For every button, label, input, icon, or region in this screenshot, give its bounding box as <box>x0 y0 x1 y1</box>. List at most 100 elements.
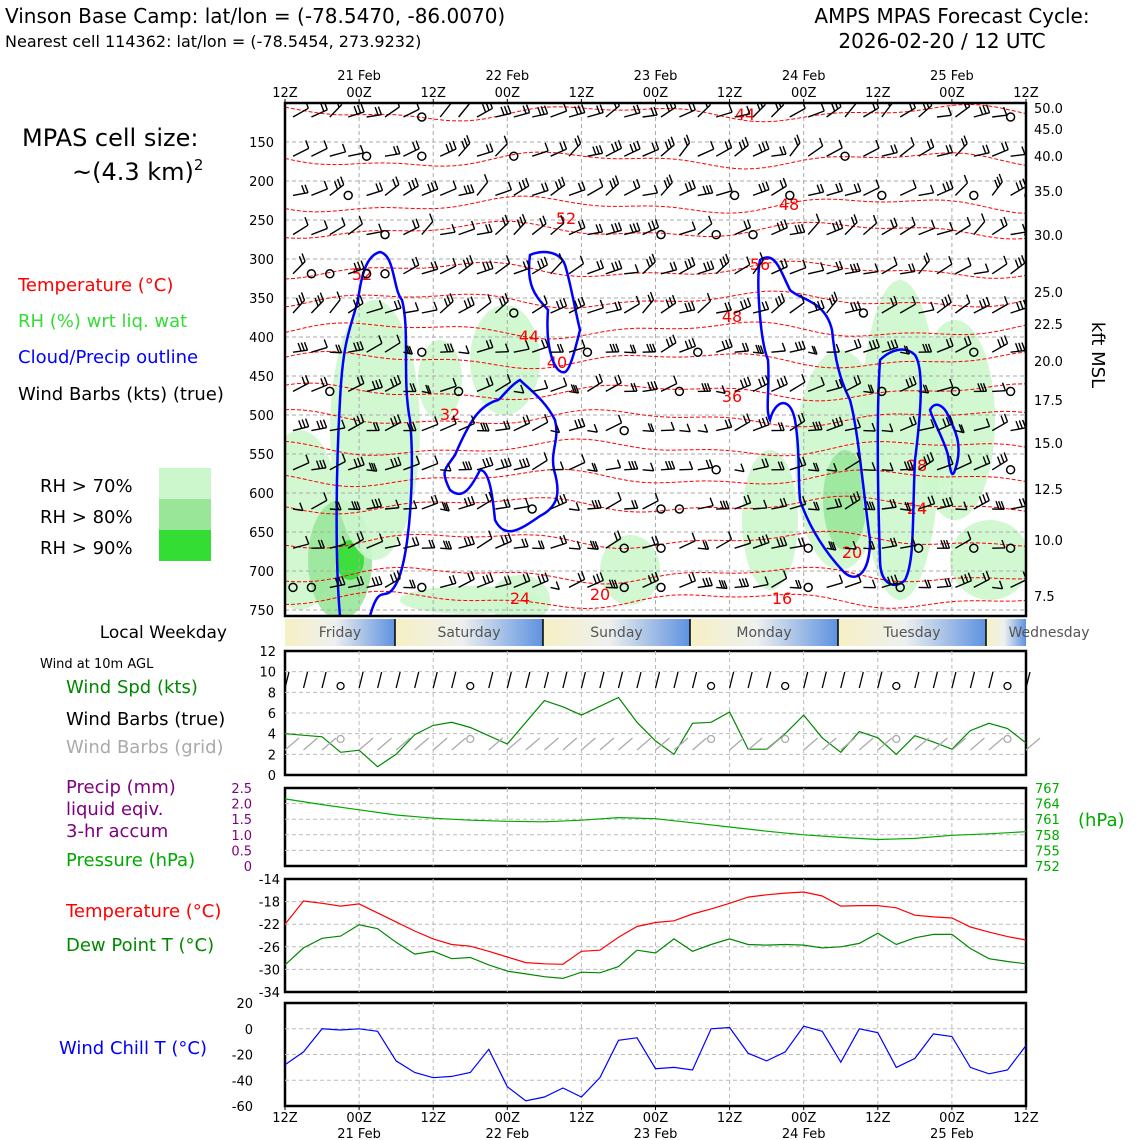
calm-wind-circle <box>325 269 335 279</box>
wind-barb-flag <box>631 500 636 509</box>
wind-barb <box>936 504 953 510</box>
wind-barb <box>531 421 549 432</box>
wind-barb <box>844 426 861 432</box>
wind-barb <box>624 507 638 510</box>
wind-barb <box>403 507 417 510</box>
wind-tick-label: 0 <box>268 769 276 784</box>
wind-barb <box>697 104 711 118</box>
isotherm-label: 24 <box>907 499 927 518</box>
wind-barb-flag <box>489 456 494 466</box>
wind-barb <box>844 270 861 275</box>
wind-barb-flag <box>372 422 378 431</box>
surface-wind-barb-grid <box>747 737 763 751</box>
wind-barb <box>991 459 1008 471</box>
wind-barb-flag <box>632 223 638 232</box>
isotherm-label: 48 <box>722 307 742 326</box>
top-hour-label: 12Z <box>569 86 595 101</box>
surface-wind-barb-grid <box>692 737 707 751</box>
legend-rh70-swatch <box>159 468 211 499</box>
wind-barb <box>954 182 968 196</box>
wind-barb-flag <box>945 497 950 507</box>
wind-barb <box>292 224 309 236</box>
wind-barb <box>789 381 806 392</box>
wind-barb-flag <box>581 339 586 348</box>
wind-barb-flag <box>359 576 365 585</box>
wind-barb-flag <box>994 179 999 189</box>
wind-barb <box>605 147 622 157</box>
wind-barb-flag <box>375 422 380 431</box>
calm-wind-circle-grid <box>706 734 716 744</box>
wind-barb <box>440 231 456 236</box>
surface-wind-barb <box>914 671 920 689</box>
wind-barb-flag <box>653 380 658 390</box>
wind-barb-flag <box>967 454 972 463</box>
wind-tick-label: 6 <box>268 707 276 722</box>
wind-barb <box>863 147 880 157</box>
wind-barb <box>1029 584 1044 588</box>
wind-barb <box>936 229 953 236</box>
wind-barb-flag <box>544 338 549 347</box>
wind-barb <box>311 147 328 157</box>
wind-barb-flag <box>838 378 843 388</box>
wind-barb-flag <box>596 573 601 583</box>
wind-barb-flag <box>485 422 490 432</box>
wind-barb <box>881 346 898 353</box>
wind-barb <box>421 423 439 432</box>
isotherm-label: 20 <box>842 543 862 562</box>
isotherm-label: 20 <box>590 585 610 604</box>
wind-barb <box>310 300 324 314</box>
surface-wind-barb <box>432 671 438 689</box>
wind-barb <box>587 111 604 118</box>
wind-barb <box>348 583 364 589</box>
wind-barb <box>513 390 524 394</box>
calm-wind-circle <box>417 112 427 122</box>
legend-rh90-swatch <box>159 530 211 561</box>
surface-wind-barb-grid <box>488 737 504 751</box>
wind-barb-flag <box>758 536 763 546</box>
wind-barb-flag <box>1019 300 1024 310</box>
wind-barb <box>678 142 691 157</box>
wind-barb-flag <box>801 340 806 350</box>
wind-barb <box>642 192 658 197</box>
wind-barb-flag <box>485 574 491 583</box>
legend-rh80-swatch <box>159 499 211 530</box>
wind-barb <box>991 303 1008 314</box>
wind-barb-flag <box>392 178 397 188</box>
wind-barb-flag <box>654 535 660 544</box>
wind-barb <box>568 263 584 275</box>
wind-barb <box>881 544 897 549</box>
wind-barb <box>954 302 971 314</box>
wind-barb-flag <box>544 182 549 191</box>
wind-barb <box>623 186 641 197</box>
wind-barb <box>918 309 935 314</box>
weekday-band <box>986 619 1026 646</box>
pressure-tick-label: 758 <box>1035 829 1060 844</box>
wind-barb-flag <box>581 417 586 427</box>
wind-barb-flag <box>360 103 365 113</box>
wind-barb <box>348 152 364 157</box>
wind-barb-flag <box>892 498 897 508</box>
wind-barb-flag <box>757 344 762 354</box>
wind-barb-flag <box>801 373 806 383</box>
wind-barb-flag <box>323 180 329 190</box>
wind-barb-flag <box>618 260 623 269</box>
wind-barb <box>1029 426 1045 431</box>
wind-barb-flag <box>516 219 522 228</box>
wind-barb-flag <box>378 335 383 344</box>
wind-barb-flag <box>591 462 596 472</box>
surface-wind-barb <box>451 671 457 689</box>
wind-barb-flag <box>397 456 402 466</box>
wind-barb-flag <box>356 297 361 306</box>
wind-barb-flag <box>746 376 752 386</box>
wind-barb <box>605 422 622 432</box>
weekday-label: Local Weekday <box>100 623 227 643</box>
wind-barb-flag <box>577 572 582 582</box>
wind-barb <box>734 264 751 275</box>
bottom-hour-label: 00Z <box>643 1111 669 1126</box>
calm-wind-circle <box>656 229 666 240</box>
wind-barb-flag <box>911 537 916 546</box>
wind-barb-flag <box>389 574 395 583</box>
wind-barb <box>605 382 622 393</box>
wind-barb-flag <box>667 139 672 148</box>
wind-barb <box>476 181 489 196</box>
